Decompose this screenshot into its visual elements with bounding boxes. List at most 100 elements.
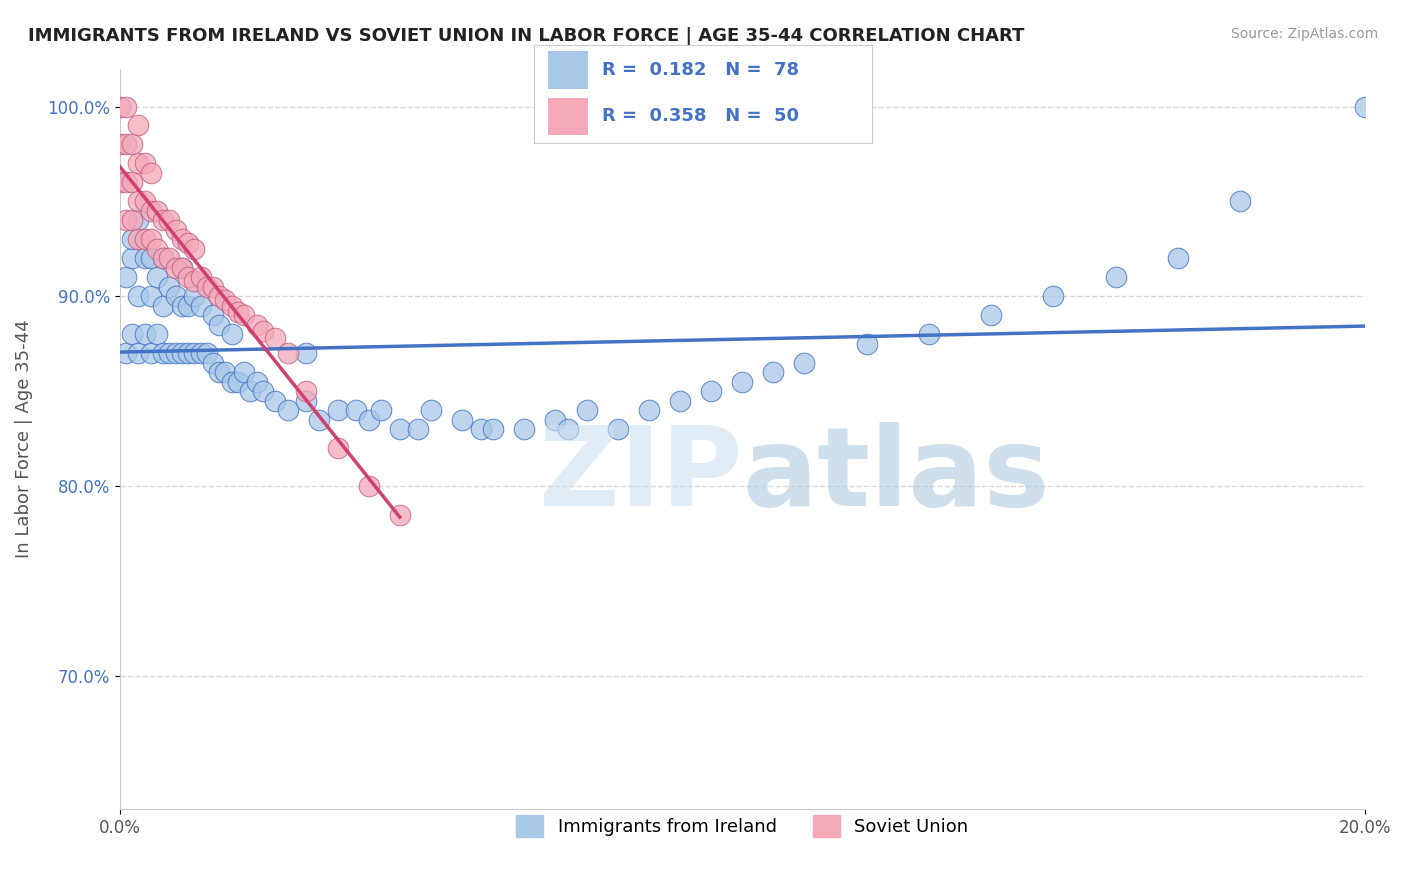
Point	[201, 309, 224, 323]
Point	[134, 232, 156, 246]
Point	[1042, 289, 1064, 303]
Point	[121, 232, 143, 246]
Point	[152, 213, 174, 227]
Point	[295, 346, 318, 360]
Text: R =  0.182   N =  78: R = 0.182 N = 78	[602, 62, 799, 79]
Point	[557, 422, 579, 436]
Point	[1354, 99, 1376, 113]
Point	[544, 413, 567, 427]
Point	[170, 299, 193, 313]
Point	[114, 137, 136, 152]
Point	[201, 280, 224, 294]
Point	[793, 356, 815, 370]
Point	[127, 119, 149, 133]
Point	[239, 384, 262, 399]
Point	[114, 176, 136, 190]
Y-axis label: In Labor Force | Age 35-44: In Labor Force | Age 35-44	[15, 319, 32, 558]
Point	[208, 289, 231, 303]
Point	[121, 137, 143, 152]
Point	[195, 280, 218, 294]
Point	[152, 252, 174, 266]
Point	[470, 422, 492, 436]
Point	[157, 252, 180, 266]
Point	[114, 346, 136, 360]
Point	[264, 393, 287, 408]
Point	[344, 403, 367, 417]
Point	[183, 289, 205, 303]
Point	[190, 270, 212, 285]
Point	[183, 274, 205, 288]
Point	[146, 327, 169, 342]
Point	[277, 346, 299, 360]
Point	[252, 384, 274, 399]
Point	[157, 280, 180, 294]
Point	[451, 413, 474, 427]
Point	[419, 403, 441, 417]
Point	[214, 365, 236, 379]
Point	[370, 403, 392, 417]
Point	[134, 156, 156, 170]
Point	[121, 176, 143, 190]
Point	[152, 252, 174, 266]
Point	[139, 289, 162, 303]
Point	[108, 99, 131, 113]
Text: Source: ZipAtlas.com: Source: ZipAtlas.com	[1230, 27, 1378, 41]
Point	[146, 203, 169, 218]
Point	[233, 309, 256, 323]
Point	[482, 422, 505, 436]
Point	[221, 327, 243, 342]
Point	[108, 137, 131, 152]
Point	[170, 260, 193, 275]
Point	[177, 270, 200, 285]
Point	[127, 232, 149, 246]
Point	[669, 393, 692, 408]
Point	[357, 413, 380, 427]
Bar	[548, 97, 588, 135]
Point	[177, 236, 200, 251]
Legend: Immigrants from Ireland, Soviet Union: Immigrants from Ireland, Soviet Union	[509, 808, 976, 845]
Point	[183, 242, 205, 256]
Text: ZIP: ZIP	[538, 422, 742, 529]
Point	[190, 346, 212, 360]
Point	[127, 194, 149, 209]
Point	[183, 346, 205, 360]
Point	[127, 289, 149, 303]
Point	[157, 346, 180, 360]
Point	[157, 213, 180, 227]
Point	[277, 403, 299, 417]
Point	[918, 327, 941, 342]
Point	[121, 327, 143, 342]
Point	[226, 375, 249, 389]
Point	[121, 252, 143, 266]
Point	[134, 194, 156, 209]
Point	[637, 403, 659, 417]
Point	[700, 384, 723, 399]
Point	[177, 346, 200, 360]
Point	[408, 422, 430, 436]
Bar	[548, 52, 588, 89]
Point	[165, 260, 187, 275]
Point	[127, 213, 149, 227]
Point	[146, 270, 169, 285]
Text: IMMIGRANTS FROM IRELAND VS SOVIET UNION IN LABOR FORCE | AGE 35-44 CORRELATION C: IMMIGRANTS FROM IRELAND VS SOVIET UNION …	[28, 27, 1025, 45]
Point	[108, 176, 131, 190]
Point	[170, 346, 193, 360]
Point	[252, 324, 274, 338]
Point	[357, 479, 380, 493]
Point	[152, 346, 174, 360]
Point	[134, 252, 156, 266]
Point	[575, 403, 598, 417]
Text: R =  0.358   N =  50: R = 0.358 N = 50	[602, 107, 799, 125]
Point	[295, 393, 318, 408]
Point	[855, 337, 877, 351]
Point	[146, 242, 169, 256]
Point	[190, 299, 212, 313]
Point	[139, 203, 162, 218]
Point	[139, 252, 162, 266]
Point	[170, 232, 193, 246]
Point	[308, 413, 330, 427]
Point	[134, 327, 156, 342]
Point	[139, 166, 162, 180]
Point	[152, 299, 174, 313]
Point	[214, 293, 236, 308]
